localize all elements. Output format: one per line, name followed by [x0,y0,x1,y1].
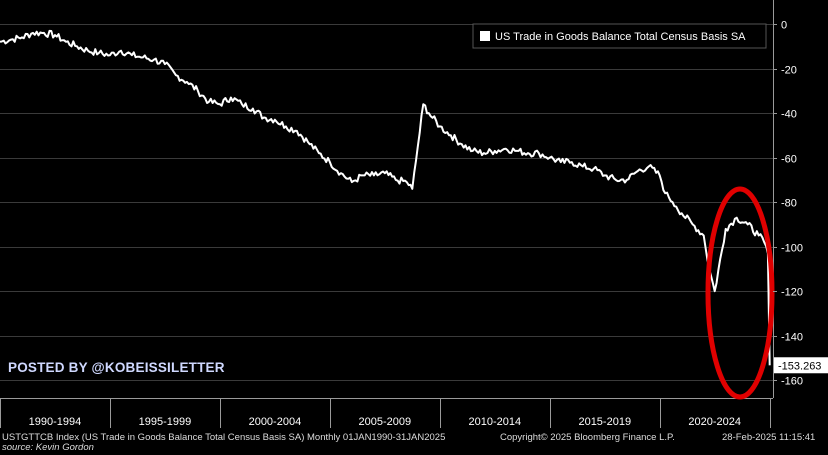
y-tick-label: -20 [781,65,797,77]
highlight-ellipse [705,186,775,400]
copyright: Copyright© 2025 Bloomberg Finance L.P. [500,432,675,443]
x-tick-label: 2010-2014 [469,416,522,428]
x-tick-label: 2015-2019 [578,416,631,428]
y-tick-label: -40 [781,109,797,121]
x-tick-label: 2020-2024 [688,416,741,428]
legend: US Trade in Goods Balance Total Census B… [472,23,767,49]
last-value-label: -153.263 [778,360,821,372]
axes [0,0,774,399]
series-layer [0,29,771,366]
x-tick-labels: 1990-1994 1995-1999 2000-2004 2005-2009 2010… [29,416,741,428]
last-value-marker: -153.263 [774,357,828,374]
grid-lines [0,24,773,381]
y-tick-label: -100 [781,243,803,255]
series-line [0,29,771,366]
y-tick-label: -60 [781,154,797,166]
y-tick-labels: 0 -20 -40 -60 -80 -100 -120 -140 -160 [773,20,803,388]
watermark: POSTED BY @KOBEISSILETTER [8,360,225,375]
footer: USTGTTCB Index (US Trade in Goods Balanc… [0,430,828,455]
x-tick-label: 2000-2004 [249,416,302,428]
legend-label: US Trade in Goods Balance Total Census B… [495,31,746,43]
y-tick-label: 0 [781,20,787,32]
annotation-layer [705,186,775,400]
y-tick-label: -140 [781,332,803,344]
last-value-box [774,357,828,374]
source: source: Kevin Gordon [2,442,94,453]
y-tick-label: -160 [781,376,803,388]
index-description: USTGTTCB Index (US Trade in Goods Balanc… [2,432,446,443]
legend-swatch [480,31,490,41]
timestamp: 28-Feb-2025 11:15:41 [722,432,816,443]
y-tick-label: -80 [781,198,797,210]
x-tick-label: 1990-1994 [29,416,82,428]
y-tick-label: -120 [781,287,803,299]
x-tick-label: 2005-2009 [359,416,412,428]
legend-box [472,23,767,49]
x-tick-label: 1995-1999 [139,416,192,428]
x-period-separators [0,398,771,428]
